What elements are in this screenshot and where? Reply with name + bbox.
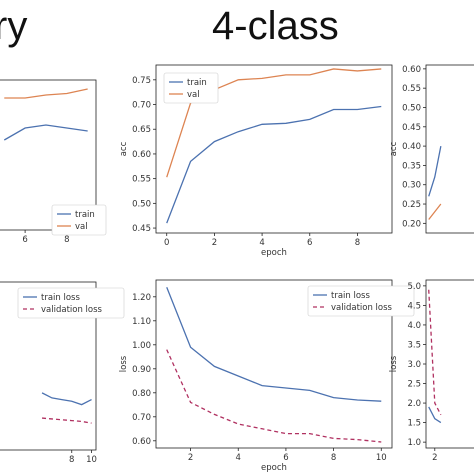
chart-bottom-right-loss: 1.0 1.5 2.0 2.5 3.0 3.5 4.0 4.5 5.0 2 loss: [389, 279, 474, 463]
x-tick-label: 4: [259, 238, 264, 248]
x-tick-label: 0: [164, 238, 169, 248]
series-line-series-1: [428, 289, 442, 416]
x-tick-label: 8: [331, 453, 336, 463]
legend: train loss validation loss: [307, 285, 415, 317]
y-tick-label: 0.35: [402, 161, 421, 171]
x-tick-label: 2: [188, 453, 193, 463]
legend-entry: validation loss: [41, 305, 103, 315]
y-tick-label: 0.60: [132, 150, 151, 160]
chart-group-title-left: ry: [0, 4, 28, 48]
y-tick-label: 0.70: [132, 101, 151, 111]
y-tick-label: 3.0: [407, 360, 421, 370]
y-tick-label: 1.10: [132, 317, 151, 327]
y-tick-label: 4.0: [407, 321, 421, 331]
series-line-train: [166, 105, 382, 224]
legend-entry: train: [75, 210, 95, 220]
legend-entry: train loss: [41, 293, 80, 303]
y-tick-label: 1.20: [132, 293, 151, 303]
x-tick-label: 10: [376, 453, 387, 463]
x-tick-label: 6: [307, 238, 312, 248]
legend-entry: train: [187, 78, 207, 88]
chart-top-right-accuracy: 0.20 0.25 0.30 0.35 0.40 0.45 0.50 0.55 0.60 acc: [389, 64, 474, 234]
chart-group-title-center: 4-class: [212, 4, 339, 48]
x-tick-label: 2: [432, 453, 437, 463]
y-tick-label: 2.5: [407, 380, 421, 390]
x-tick-label: 8: [355, 238, 360, 248]
legend-box: [307, 285, 415, 317]
y-tick-label: 1.0: [407, 438, 421, 448]
x-tick-label: 2: [212, 238, 217, 248]
y-axis-label: loss: [389, 355, 399, 372]
y-tick-label: 0.20: [402, 219, 421, 229]
x-tick-label: 4: [236, 453, 241, 463]
legend-entry: val: [187, 90, 200, 100]
legend-entry: validation loss: [331, 303, 393, 313]
legend-entry: train loss: [331, 291, 370, 301]
y-tick-label: 3.5: [407, 340, 421, 350]
y-tick-label: 1.00: [132, 341, 151, 351]
series-line-series-0: [428, 145, 442, 197]
x-tick-label: 6: [283, 453, 288, 463]
y-tick-label: 4.5: [407, 301, 421, 311]
legend: train val: [51, 204, 107, 236]
x-tick-label: 8: [69, 455, 74, 465]
y-tick-label: 1.5: [407, 419, 421, 429]
y-tick-label: 5.0: [407, 282, 421, 292]
y-tick-label: 0.80: [132, 389, 151, 399]
legend-box: [51, 204, 107, 236]
y-tick-label: 2.0: [407, 399, 421, 409]
y-tick-label: 0.60: [402, 65, 421, 75]
y-axis-label: acc: [389, 141, 399, 156]
y-tick-label: 0.60: [132, 437, 151, 447]
plot-frame: [425, 64, 474, 234]
y-axis-label: loss: [119, 355, 129, 372]
y-tick-label: 0.90: [132, 365, 151, 375]
legend-box: [17, 287, 125, 319]
series-line-series-0: [428, 406, 442, 424]
legend-entry: val: [75, 222, 88, 232]
series-line-validation-loss: [166, 349, 382, 443]
legend: train val: [163, 72, 219, 104]
y-tick-label: 0.45: [402, 123, 421, 133]
y-tick-label: 0.65: [132, 125, 151, 135]
series-line-series-1: [428, 203, 442, 220]
chart-bottom-left-loss: 8 10 train loss validation loss: [0, 281, 125, 465]
series-line-train-loss: [166, 286, 382, 402]
series-line-val: [4, 88, 88, 99]
legend-box: [163, 72, 219, 104]
chart-top-center-accuracy: 0.45 0.50 0.55 0.60 0.65 0.70 0.75 0 2 4 6 8 epoch ac…: [119, 64, 393, 258]
series-line-train: [3, 124, 88, 141]
chart-top-left-accuracy: 6 8 train val: [0, 79, 107, 245]
x-tick-label: 8: [64, 235, 69, 245]
y-tick-label: 0.50: [132, 199, 151, 209]
y-tick-label: 0.55: [402, 84, 421, 94]
y-tick-label: 0.40: [402, 142, 421, 152]
y-axis-label: acc: [119, 141, 129, 156]
y-tick-label: 0.25: [402, 200, 421, 210]
x-axis-label: epoch: [261, 463, 287, 473]
x-axis-label: epoch: [261, 248, 287, 258]
y-tick-label: 0.45: [132, 224, 151, 234]
legend: train loss validation loss: [17, 287, 125, 319]
x-tick-label: 10: [86, 455, 97, 465]
y-tick-label: 0.50: [402, 103, 421, 113]
x-tick-label: 6: [22, 235, 27, 245]
y-tick-label: 0.70: [132, 413, 151, 423]
plot-frame: [425, 279, 474, 449]
y-tick-label: 0.75: [132, 76, 151, 86]
y-tick-label: 0.30: [402, 181, 421, 191]
series-line-train-loss: [41, 392, 92, 406]
y-tick-label: 0.55: [132, 175, 151, 185]
series-line-validation-loss: [41, 417, 92, 424]
chart-bottom-center-loss: 0.60 0.70 0.80 0.90 1.00 1.10 1.20 2 4 6 8 10 epoch l…: [119, 279, 415, 473]
